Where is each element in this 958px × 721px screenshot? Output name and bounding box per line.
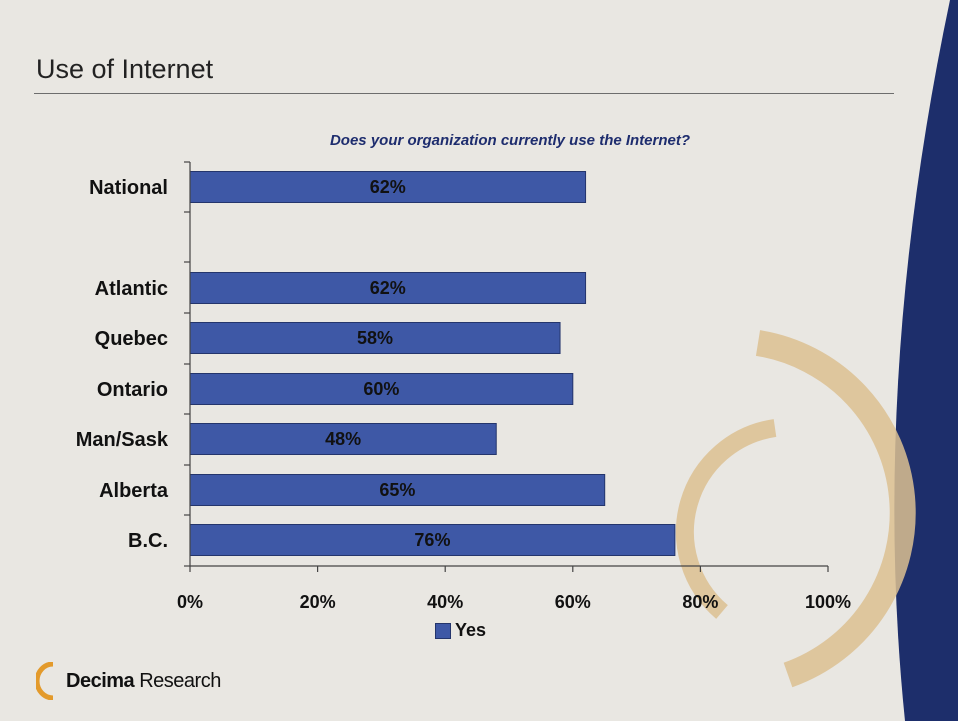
outer-arc-decoration: [755, 330, 916, 688]
chart-question: Does your organization currently use the…: [329, 132, 691, 149]
data-label: 76%: [414, 530, 450, 550]
x-tick-label: 20%: [300, 592, 336, 612]
legend-label: Yes: [455, 620, 487, 640]
category-label: Man/Sask: [76, 429, 169, 451]
x-tick-label: 60%: [555, 592, 591, 612]
bar-alberta: [189, 474, 606, 506]
category-label: Ontario: [97, 379, 168, 401]
category-label: National: [89, 177, 168, 199]
inner-arc-decoration: [675, 419, 777, 619]
bar-atlantic: [189, 272, 587, 304]
data-label: 58%: [357, 328, 393, 348]
category-label: Atlantic: [95, 278, 168, 300]
data-label: 62%: [370, 177, 406, 197]
bar-b-c-: [189, 524, 676, 556]
category-label: Quebec: [95, 328, 168, 350]
x-tick-label: 100%: [805, 592, 851, 612]
company-logo: Decima Research: [36, 662, 221, 700]
x-tick-label: 40%: [427, 592, 463, 612]
logo-brand: Decima: [66, 669, 135, 692]
data-label: 48%: [325, 429, 361, 449]
x-tick-label: 80%: [682, 592, 718, 612]
category-label: B.C.: [128, 530, 168, 552]
logo-text: Decima Research: [66, 670, 221, 693]
data-label: 62%: [370, 278, 406, 298]
title-divider: [34, 93, 894, 94]
logo-suffix: Research: [139, 669, 221, 692]
x-tick-label: 0%: [177, 592, 203, 612]
logo-bracket-icon: [36, 662, 54, 700]
data-label: 60%: [363, 379, 399, 399]
data-label: 65%: [379, 480, 415, 500]
bar-national: [189, 171, 587, 203]
chart-legend: Yes: [435, 620, 486, 641]
slide-title: Use of Internet: [36, 54, 214, 84]
legend-swatch: [435, 622, 451, 639]
category-label: Alberta: [99, 480, 169, 502]
